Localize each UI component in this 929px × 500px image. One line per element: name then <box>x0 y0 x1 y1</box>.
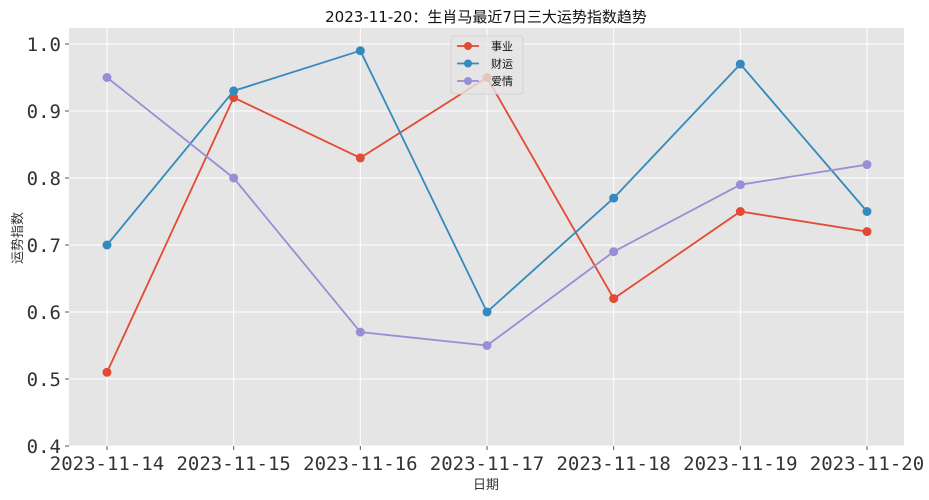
series-group <box>102 46 872 317</box>
data-point <box>229 93 239 103</box>
y-tick-label: 0.6 <box>27 302 61 324</box>
x-tick-label: 2023-11-18 <box>556 453 670 475</box>
data-point <box>102 73 112 82</box>
legend-label: 事业 <box>491 40 513 53</box>
x-axis-label: 日期 <box>473 478 499 493</box>
data-point <box>355 46 365 56</box>
data-point <box>229 173 239 183</box>
data-point <box>735 59 745 69</box>
y-tick-label: 0.7 <box>27 235 61 257</box>
ticks: 0.4 0.5 0.6 0.7 0.8 0.9 1.0 2023-11-14 2023-11-1… <box>27 34 925 475</box>
data-point <box>862 227 872 237</box>
data-point <box>862 207 872 216</box>
data-point <box>609 294 619 304</box>
data-point <box>102 367 112 377</box>
y-tick-label: 0.4 <box>27 436 61 458</box>
series-layer <box>102 46 872 377</box>
data-point <box>735 207 745 216</box>
y-tick-label: 1.0 <box>27 34 61 56</box>
legend-marker <box>464 77 472 85</box>
x-tick-label: 2023-11-20 <box>810 453 924 475</box>
y-axis-label: 运势指数 <box>10 212 26 264</box>
data-point <box>609 247 619 257</box>
data-point <box>482 307 492 317</box>
x-tick-label: 2023-11-17 <box>430 453 544 475</box>
data-point <box>355 327 365 337</box>
data-point <box>102 240 112 250</box>
y-tick-label: 0.5 <box>27 369 61 391</box>
x-tick-label: 2023-11-14 <box>50 453 164 475</box>
series-group <box>102 73 872 350</box>
x-tick-label: 2023-11-19 <box>683 453 797 475</box>
y-tick-label: 0.9 <box>27 101 61 123</box>
x-tick-label: 2023-11-16 <box>303 453 417 475</box>
legend-marker <box>464 42 472 50</box>
data-point <box>862 160 872 170</box>
legend-label: 爱情 <box>491 75 513 88</box>
y-tick-label: 0.8 <box>27 168 61 190</box>
chart-title: 2023-11-20：生肖马最近7日三大运势指数趋势 <box>325 8 647 26</box>
data-point <box>609 193 619 203</box>
data-point <box>482 341 492 350</box>
data-point <box>229 86 239 96</box>
legend-marker <box>464 59 472 68</box>
legend-label: 财运 <box>491 57 513 71</box>
data-point <box>355 153 365 163</box>
x-tick-label: 2023-11-15 <box>176 453 290 475</box>
data-point <box>735 180 745 190</box>
